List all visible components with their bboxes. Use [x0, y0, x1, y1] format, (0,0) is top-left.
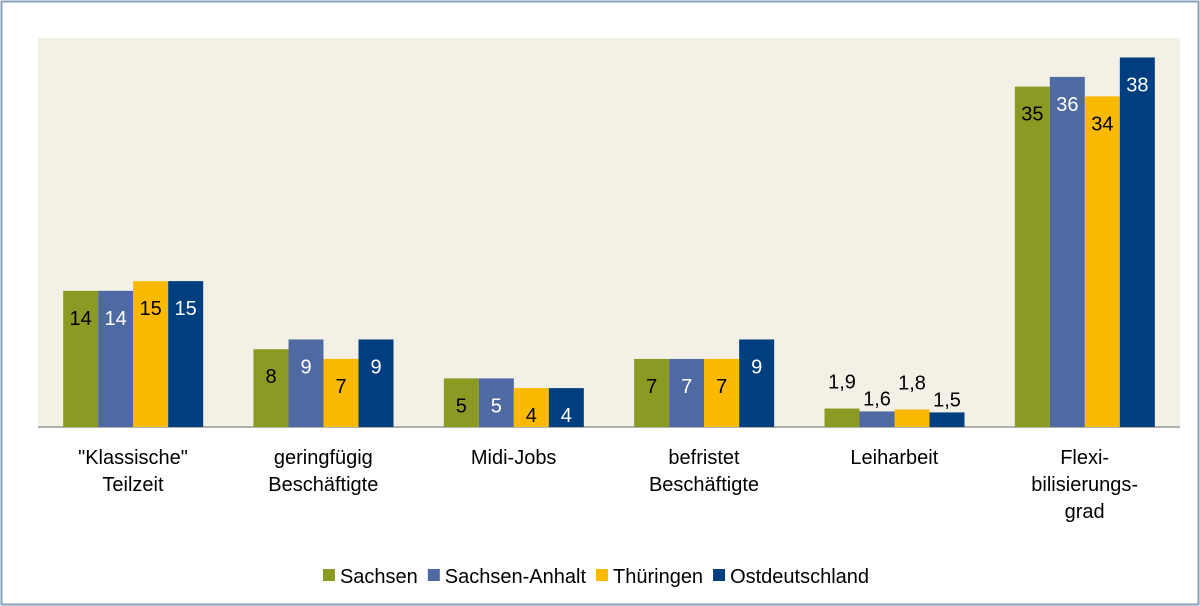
x-tick-label: befristet Beschäftigte	[648, 447, 760, 496]
x-tick-label: "Klassische" Teilzeit	[78, 447, 188, 496]
value-label: 36	[1056, 94, 1078, 116]
bar	[929, 412, 965, 427]
value-label: 7	[646, 376, 657, 398]
value-label: 7	[335, 376, 346, 398]
bar	[669, 358, 705, 427]
value-label: 1,8	[898, 372, 926, 394]
value-label: 5	[456, 395, 467, 417]
value-label: 14	[105, 308, 127, 330]
bar	[1014, 86, 1050, 427]
value-label: 34	[1091, 113, 1113, 135]
bar	[168, 281, 204, 427]
legend-label: Sachsen	[340, 566, 418, 588]
x-tick-label: geringfügig Beschäftigte	[268, 447, 379, 496]
bar	[859, 411, 895, 427]
plot-area	[38, 38, 1180, 427]
bar	[63, 290, 99, 427]
bar	[739, 339, 775, 427]
value-label: 8	[265, 366, 276, 388]
bar	[1119, 57, 1155, 427]
value-label: 5	[491, 395, 502, 417]
value-label: 9	[751, 356, 762, 378]
bar	[443, 378, 479, 427]
value-label: 15	[140, 298, 162, 320]
legend-swatch	[713, 569, 726, 581]
value-label: 1,9	[828, 372, 856, 394]
legend-swatch	[427, 569, 440, 581]
value-label: 9	[300, 356, 311, 378]
value-label: 7	[681, 376, 692, 398]
bar	[894, 409, 930, 427]
legend-label: Ostdeutschland	[730, 566, 869, 588]
value-label: 1,6	[863, 388, 891, 410]
legend-swatch	[596, 569, 608, 581]
x-tick-label: Midi-Jobs	[470, 447, 557, 469]
x-tick-label: Flexi- bilisierungs- grad	[1031, 447, 1139, 523]
value-label: 38	[1126, 74, 1148, 96]
bar	[1049, 76, 1085, 428]
bar	[358, 339, 394, 427]
legend-swatch	[322, 569, 335, 581]
legend-label: Thüringen	[613, 566, 703, 588]
value-label: 15	[175, 298, 197, 320]
value-label: 7	[716, 376, 727, 398]
value-label: 4	[526, 405, 537, 427]
bar	[1084, 96, 1120, 427]
value-label: 4	[561, 405, 572, 427]
x-tick-label: Leiharbeit	[850, 447, 939, 469]
value-label: 14	[70, 308, 92, 330]
bar	[323, 358, 359, 427]
bar	[824, 408, 860, 427]
legend-label: Sachsen-Anhalt	[445, 566, 587, 588]
value-label: 9	[370, 356, 381, 378]
bar	[704, 358, 740, 427]
bar	[478, 378, 514, 427]
bar	[98, 290, 134, 427]
bar	[513, 388, 549, 427]
bar	[133, 281, 169, 427]
bar	[253, 349, 289, 427]
value-label: 1,5	[933, 389, 961, 411]
value-label: 35	[1021, 104, 1043, 126]
bar	[288, 339, 324, 427]
bar	[548, 388, 584, 427]
bar	[634, 358, 670, 427]
